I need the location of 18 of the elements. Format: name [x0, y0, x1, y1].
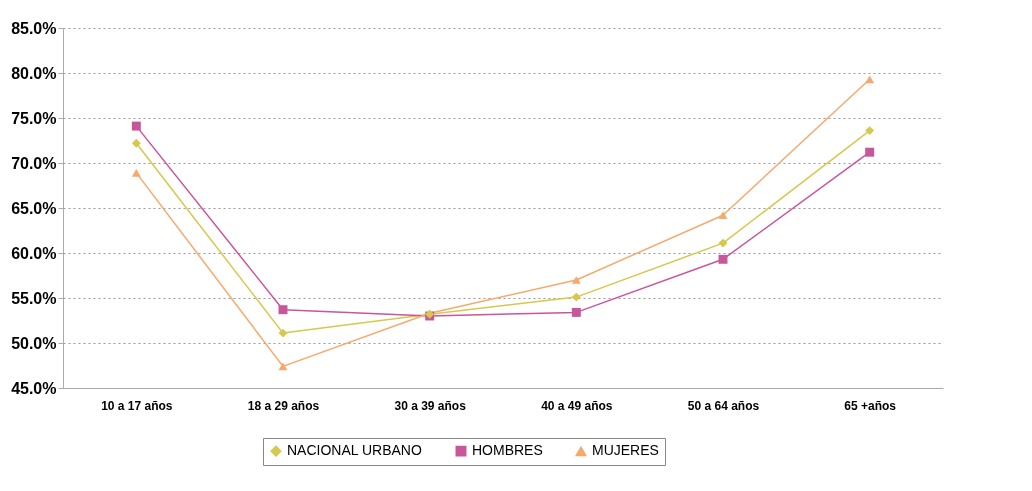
y-tick-label: 50.0% [11, 334, 57, 352]
y-tick-label: 60.0% [11, 244, 57, 262]
y-tick-label: 80.0% [11, 64, 57, 82]
x-tick-label: 50 a 64 años [687, 398, 760, 413]
y-tick-label: 75.0% [11, 109, 57, 127]
y-tick-label: 55.0% [11, 289, 57, 307]
y-tick-label: 70.0% [11, 154, 57, 172]
x-tick-label: 40 a 49 años [541, 398, 613, 413]
y-tick-label: 45.0% [11, 379, 57, 397]
x-tick-label: 65 +años [844, 398, 897, 413]
legend-label: NACIONAL URBANO [287, 442, 422, 459]
x-tick-label: 30 a 39 años [394, 398, 467, 413]
legend-label: MUJERES [592, 442, 659, 459]
y-tick-label: 65.0% [11, 199, 57, 217]
x-tick-label: 10 a 17 años [101, 398, 173, 413]
x-tick-label: 18 a 29 años [247, 398, 320, 413]
y-tick-label: 85.0% [11, 19, 57, 37]
legend-label: HOMBRES [472, 442, 543, 459]
